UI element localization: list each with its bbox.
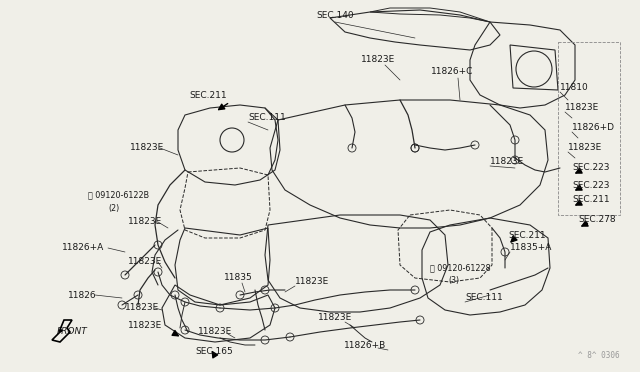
Text: SEC.111: SEC.111 (248, 113, 285, 122)
Text: SEC.111: SEC.111 (465, 294, 503, 302)
Text: 11823E: 11823E (128, 218, 163, 227)
Text: 11823E: 11823E (490, 157, 524, 167)
Text: SEC.140: SEC.140 (316, 12, 354, 20)
Text: 11823E: 11823E (198, 327, 232, 337)
Text: 11823E: 11823E (130, 144, 164, 153)
Text: 11826+A: 11826+A (62, 244, 104, 253)
Text: SEC.211: SEC.211 (572, 196, 610, 205)
Text: ^ 8^ 0306: ^ 8^ 0306 (579, 351, 620, 360)
Text: 11826+D: 11826+D (572, 124, 615, 132)
Text: SEC.223: SEC.223 (572, 180, 609, 189)
Text: 11823E: 11823E (568, 144, 602, 153)
Text: SEC.211: SEC.211 (508, 231, 546, 240)
Text: 11826: 11826 (68, 291, 97, 299)
Text: SEC.278: SEC.278 (578, 215, 616, 224)
Text: SEC.211: SEC.211 (189, 90, 227, 99)
Text: 11835: 11835 (223, 273, 252, 282)
Text: SEC.223: SEC.223 (572, 164, 609, 173)
Text: 11810: 11810 (560, 83, 589, 93)
Text: Ⓑ 09120-6122B: Ⓑ 09120-6122B (88, 190, 149, 199)
Text: 11823E: 11823E (318, 314, 352, 323)
Text: SEC.165: SEC.165 (195, 347, 233, 356)
Text: (2): (2) (108, 203, 119, 212)
Text: 11823E: 11823E (128, 321, 163, 330)
Text: 11826+C: 11826+C (431, 67, 473, 77)
Text: 11823E: 11823E (128, 257, 163, 266)
Text: 11823E: 11823E (125, 304, 159, 312)
Text: (3): (3) (448, 276, 459, 285)
Text: 11823E: 11823E (361, 55, 395, 64)
Text: FRONT: FRONT (57, 327, 88, 337)
Text: 11823E: 11823E (565, 103, 599, 112)
Text: 11823E: 11823E (295, 278, 329, 286)
Text: 11826+B: 11826+B (344, 340, 386, 350)
Text: 11835+A: 11835+A (510, 244, 552, 253)
Text: Ⓑ 09120-61228: Ⓑ 09120-61228 (430, 263, 491, 273)
